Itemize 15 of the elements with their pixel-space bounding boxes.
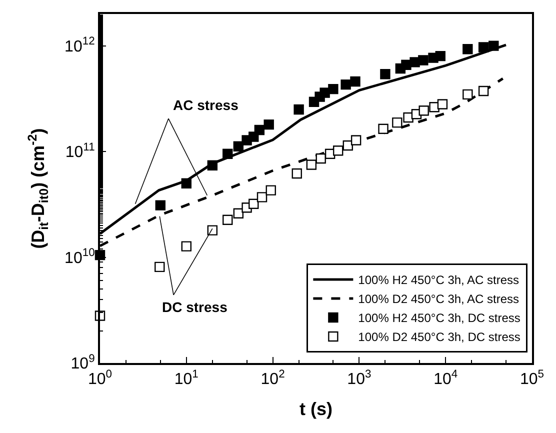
annotation: DC stress xyxy=(162,299,228,315)
x-tick-label: 10$^{4}$ xyxy=(434,368,458,388)
legend-label: 100% H2 450°C 3h, AC stress xyxy=(358,273,520,288)
y-tick-label: 10$^{10}$ xyxy=(64,247,95,267)
x-axis-title: t (s) xyxy=(300,398,332,419)
legend-label: 100% D2 450°C 3h, AC stress xyxy=(358,292,520,306)
annotation: AC stress xyxy=(173,97,239,113)
legend-label: 100% D2 450°C 3h, DC stress xyxy=(358,330,520,344)
x-tick-label: 10$^{1}$ xyxy=(174,368,198,388)
x-tick-label: 10$^{5}$ xyxy=(520,368,544,388)
legend-label: 100% H2 450°C 3h, DC stress xyxy=(358,311,520,326)
y-tick-label: 10$^{12}$ xyxy=(64,36,95,56)
x-tick-label: 10$^{2}$ xyxy=(260,368,285,388)
x-tick-label: 10$^{3}$ xyxy=(347,368,372,388)
y-tick-label: 10$^{11}$ xyxy=(65,141,95,162)
